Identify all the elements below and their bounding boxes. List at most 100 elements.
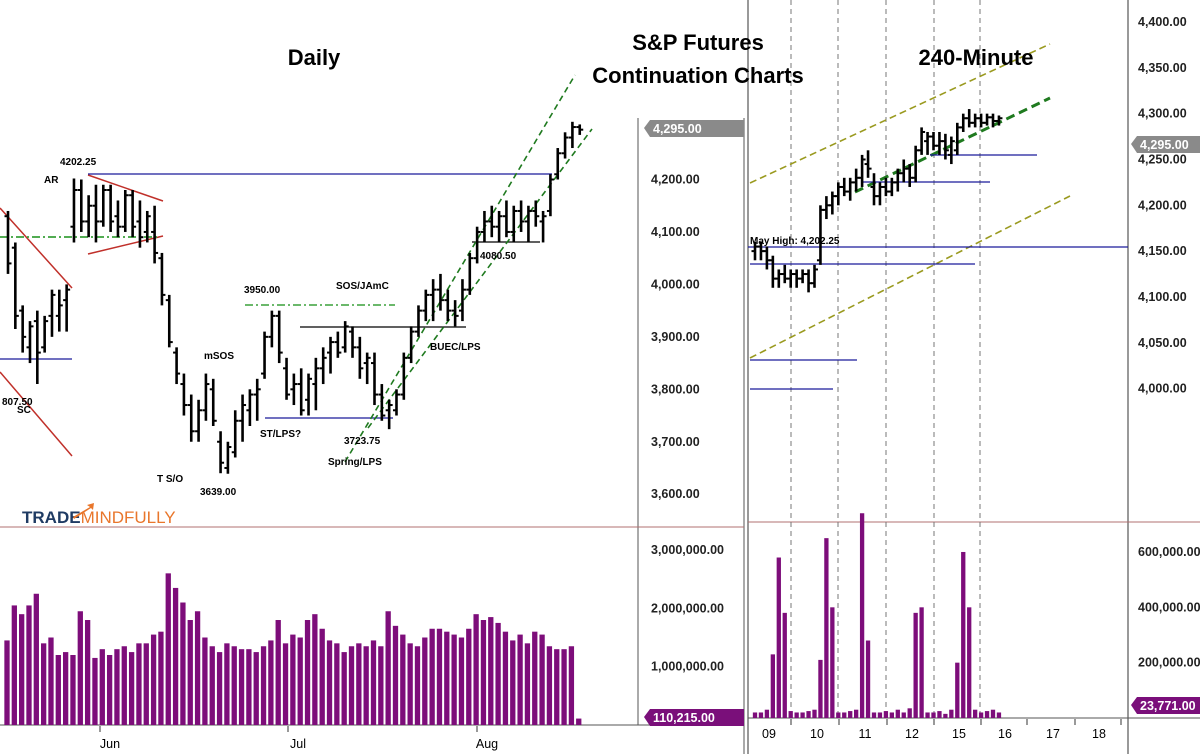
daily-price-bar: [165, 294, 173, 348]
daily-price-bar: [378, 384, 386, 421]
ann-3723: 3723.75: [344, 436, 381, 447]
daily-price-bar: [143, 210, 151, 243]
daily-price-bar: [239, 394, 247, 442]
daily-volume-bar: [26, 605, 32, 725]
daily-volume-bar: [128, 652, 135, 725]
intraday-volume-bar: [907, 708, 912, 718]
daily-volume-bar: [62, 652, 69, 725]
ann-spring-lps: Spring/LPS: [328, 457, 382, 468]
intraday-volume-bar: [883, 711, 889, 718]
intraday-volume-bar: [937, 711, 942, 718]
daily-volume-bar: [187, 620, 193, 725]
intraday-volume-bar: [824, 538, 829, 718]
daily-volume-bar: [275, 620, 281, 725]
daily-price-bar: [502, 200, 510, 238]
daily-price-bar: [121, 189, 129, 232]
main-title-line2: Continuation Charts: [592, 63, 803, 88]
daily-price-bar: [458, 279, 466, 322]
daily-price-bar: [107, 184, 115, 232]
intraday-volume-bar: [877, 712, 883, 718]
daily-volume-bar: [502, 631, 509, 725]
daily-price-bar: [85, 195, 93, 238]
intraday-volume-bar: [984, 711, 990, 718]
main-title-line1: S&P Futures: [632, 30, 764, 55]
ann-buec-lps: BUEC/LPS: [430, 342, 481, 353]
daily-volume-bar: [165, 573, 171, 725]
trademindfully-logo: TRADEMINDFULLY: [22, 503, 176, 527]
daily-volume-bar: [304, 620, 311, 725]
intraday-volume-bar: [812, 709, 817, 718]
channel-upper: [344, 74, 576, 463]
channel-lower: [367, 128, 593, 429]
intraday-volume-bar: [925, 712, 930, 718]
daily-price-bar: [173, 347, 181, 385]
svg-text:4,295.00: 4,295.00: [653, 122, 702, 136]
intraday-price-tick-label: 4,050.00: [1138, 336, 1187, 350]
daily-volume-bar: [41, 643, 47, 725]
daily-price-bar: [392, 389, 400, 416]
daily-price-bar: [554, 148, 562, 180]
daily-volume-bar: [70, 655, 76, 725]
daily-volume-bar: [561, 649, 567, 725]
daily-price-bar: [187, 394, 195, 442]
intraday-volume-bar: [776, 557, 781, 718]
daily-price-bar: [510, 205, 518, 243]
daily-volume-bar: [363, 646, 369, 725]
daily-volume-bar: [385, 611, 391, 725]
daily-price-bar: [451, 300, 459, 327]
daily-price-bar: [422, 289, 430, 322]
intraday-volume-bar: [806, 711, 811, 718]
ann-3950: 3950.00: [244, 285, 281, 296]
ann-msos: mSOS: [204, 351, 234, 362]
intraday-volume-bar: [788, 711, 793, 718]
intraday-volume-bar: [859, 513, 865, 718]
daily-last-price-tag: 4,295.00: [644, 120, 744, 137]
daily-volume-bar: [546, 646, 553, 725]
daily-volume-bar: [282, 643, 289, 725]
daily-price-bar: [568, 121, 576, 149]
intraday-volume-bar: [978, 712, 984, 718]
ann-tso: T S/O: [157, 474, 183, 485]
daily-price-bar: [429, 279, 437, 322]
intraday-price-bar: [834, 182, 842, 206]
ann-ar: AR: [44, 175, 59, 186]
daily-price-bar: [436, 273, 444, 311]
daily-volume-bar: [77, 611, 83, 725]
daily-price-bar: [11, 242, 19, 329]
intraday-volume-bar: [871, 712, 877, 718]
intraday-price-bar: [888, 177, 896, 197]
daily-volume-bar: [106, 655, 113, 725]
daily-volume-bar: [480, 620, 487, 725]
daily-volume-bar: [488, 617, 494, 725]
daily-volume-bar: [392, 625, 399, 725]
daily-price-bar: [561, 132, 569, 159]
daily-price-bar: [41, 315, 49, 353]
daily-volume-bar: [48, 637, 54, 725]
daily-volume-bar: [231, 646, 237, 725]
daily-price-bar: [305, 373, 313, 416]
intraday-volume-bar: [901, 712, 906, 718]
daily-volume-bar: [407, 643, 413, 725]
daily-price-bar: [151, 205, 159, 264]
daily-volume-bar: [260, 646, 267, 725]
intraday-volume-bar: [961, 551, 966, 718]
intraday-price-bar: [882, 177, 890, 197]
daily-price-bar: [297, 368, 305, 416]
daily-price-bar: [319, 347, 327, 385]
daily-price-bar: [576, 124, 584, 135]
intraday-date-label: 10: [810, 727, 824, 741]
intraday-price-bar: [864, 150, 872, 178]
daily-price-bar: [114, 200, 122, 238]
logo-arrow-icon: [73, 503, 94, 519]
daily-price-bar: [99, 184, 107, 227]
intraday-price-bar: [840, 177, 848, 197]
daily-volume-bar: [524, 643, 531, 725]
daily-price-bar: [341, 321, 349, 353]
intraday-annotation-lines: [748, 43, 1128, 390]
intraday-price-bar: [965, 109, 973, 128]
daily-price-bar: [253, 378, 261, 421]
intraday-price-bar: [983, 113, 991, 126]
daily-price-bar: [48, 289, 56, 337]
ann-low-3639: 3639.00: [200, 487, 237, 498]
daily-price-bar: [202, 373, 210, 421]
